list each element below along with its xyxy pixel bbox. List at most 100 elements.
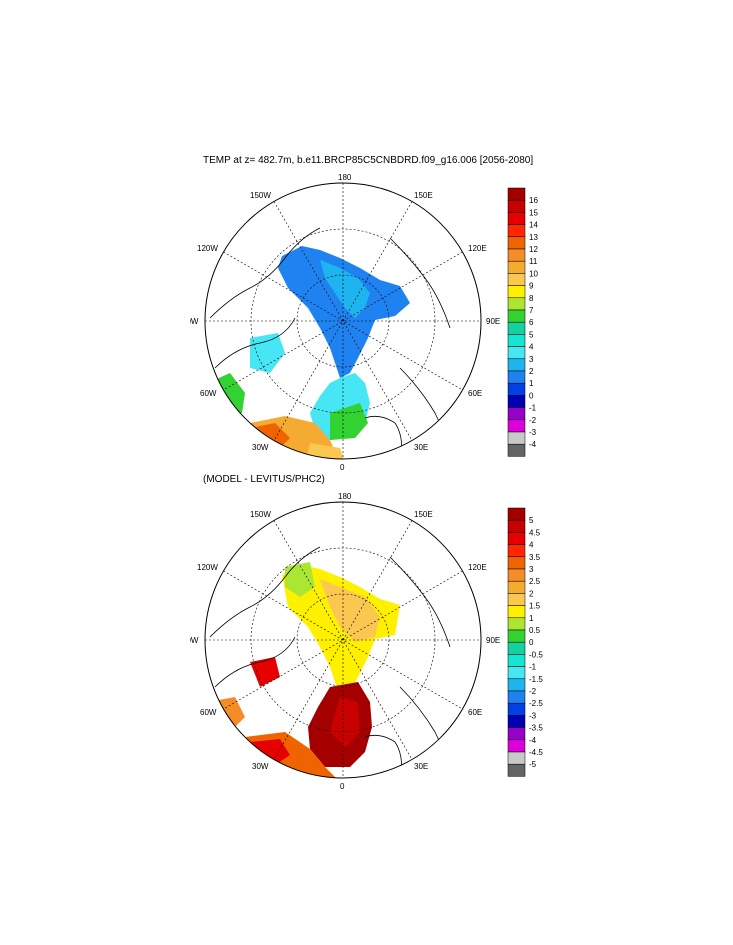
lon-label: 60E xyxy=(468,389,482,398)
colorbar-label: 16 xyxy=(529,196,538,205)
colorbar-swatch xyxy=(507,199,526,213)
colorbar-label: -1.5 xyxy=(529,675,543,684)
panel2-title: (MODEL - LEVITUS/PHC2) xyxy=(203,474,325,485)
colorbar-label: 1.5 xyxy=(529,602,541,611)
colorbar-swatch xyxy=(507,629,526,643)
colorbar-swatch xyxy=(507,395,526,408)
colorbar-label: 2 xyxy=(529,589,534,598)
colorbar-label: 10 xyxy=(529,269,538,278)
longitude-labels: 180 0 90W 90E 150W 120W 150E 120E 60W 30… xyxy=(190,492,500,791)
panel2-colorbar: 5 4.5 4 3.5 3 2.5 2 1.5 1 0.5 0 -0.5 -1 -1.5 -2 -2.5 -3 -… xyxy=(507,507,543,777)
colorbar-swatch xyxy=(507,593,526,606)
colorbar-swatch xyxy=(507,617,526,631)
colorbar-swatch xyxy=(507,260,526,274)
colorbar-swatch xyxy=(507,407,526,421)
colorbar-swatch xyxy=(507,654,526,667)
colorbar-label: -4.5 xyxy=(529,748,543,757)
colorbar-swatch xyxy=(507,443,526,457)
colorbar-label: 14 xyxy=(529,221,538,230)
colorbar-label: 4.5 xyxy=(529,528,541,537)
colorbar-label: 3 xyxy=(529,355,534,364)
colorbar-label: 4 xyxy=(529,343,534,352)
colorbar-label: 2 xyxy=(529,367,534,376)
colorbar-swatch xyxy=(507,224,526,238)
colorbar-label: -3.5 xyxy=(529,724,543,733)
colorbar-label: 3.5 xyxy=(529,553,541,562)
colorbar-label: 5 xyxy=(529,330,534,339)
colorbar-swatch xyxy=(507,187,526,201)
colorbar-label: -3 xyxy=(529,711,537,720)
colorbar-swatch xyxy=(507,690,526,704)
lon-label: 90E xyxy=(486,317,500,326)
colorbar-label: 0.5 xyxy=(529,626,541,635)
lon-label: 120W xyxy=(197,244,218,253)
lon-label: 60E xyxy=(468,708,482,717)
colorbar-label: -2 xyxy=(529,416,537,425)
colorbar-label: -1 xyxy=(529,404,537,413)
colorbar-swatch xyxy=(507,370,526,384)
colorbar-label: 15 xyxy=(529,208,538,217)
panel2-polar-map: 180 0 90W 90E 150W 120W 150E 120E 60W 30… xyxy=(190,492,500,791)
lon-label: 0 xyxy=(340,782,345,791)
colorbar-swatch xyxy=(507,419,526,433)
colorbar-label: -0.5 xyxy=(529,650,543,659)
colorbar-swatch xyxy=(507,309,526,323)
colorbar-swatch xyxy=(507,248,526,262)
colorbar-swatch xyxy=(507,358,526,372)
colorbar-label: 0 xyxy=(529,391,534,400)
colorbar-swatch xyxy=(507,666,526,680)
lon-label: 60W xyxy=(200,708,217,717)
colorbar-label: 9 xyxy=(529,282,534,291)
lon-label: 150W xyxy=(250,510,271,519)
colorbar-swatch xyxy=(507,519,526,533)
colorbar-label: 8 xyxy=(529,294,534,303)
colorbar-swatch xyxy=(507,605,526,619)
colorbar-label: 1 xyxy=(529,379,534,388)
lon-label: 150W xyxy=(250,191,271,200)
lon-label: 180 xyxy=(338,492,352,501)
colorbar-swatch xyxy=(507,431,526,445)
colorbar-swatch xyxy=(507,236,526,250)
graticule xyxy=(205,502,481,778)
lon-label: 90E xyxy=(486,636,500,645)
lon-label: 150E xyxy=(414,510,433,519)
colorbar-swatch xyxy=(507,334,526,347)
colorbar-swatch xyxy=(507,273,526,286)
colorbar-label: 1 xyxy=(529,614,534,623)
lon-label: 180 xyxy=(338,173,352,182)
panel1-title: TEMP at z= 482.7m, b.e11.BRCP85C5CNBDRD.… xyxy=(203,155,534,166)
colorbar-label: -2.5 xyxy=(529,699,543,708)
colorbar-label: -1 xyxy=(529,663,537,672)
lon-label: 30W xyxy=(252,762,269,771)
colorbar-swatch xyxy=(507,212,526,225)
colorbar-swatch xyxy=(507,763,526,777)
colorbar-label: -4 xyxy=(529,440,537,449)
lon-label: 150E xyxy=(414,191,433,200)
colorbar-swatch xyxy=(507,580,526,594)
lon-label: 120E xyxy=(468,244,487,253)
colorbar-swatch xyxy=(507,297,526,311)
colorbar-swatch xyxy=(507,532,526,545)
colorbar-swatch xyxy=(507,321,526,335)
colorbar-swatch xyxy=(507,285,526,299)
graticule xyxy=(205,183,481,459)
colorbar-swatch xyxy=(507,751,526,765)
colorbar-label: 6 xyxy=(529,318,534,327)
colorbar-label: 2.5 xyxy=(529,577,541,586)
colorbar-swatch xyxy=(507,678,526,692)
colorbar-label: -5 xyxy=(529,760,537,769)
colorbar-swatch xyxy=(507,727,526,741)
longitude-labels: 180 0 90W 90E 150W 120W 150E 120E 60W 30… xyxy=(190,173,500,472)
colorbar-label: 0 xyxy=(529,638,534,647)
colorbar-label: 5 xyxy=(529,516,534,525)
colorbar-label: -3 xyxy=(529,428,537,437)
colorbar-swatch xyxy=(507,568,526,582)
lon-label: 120E xyxy=(468,563,487,572)
lon-label: 0 xyxy=(340,463,345,472)
colorbar-swatch xyxy=(507,739,526,753)
lon-label: 60W xyxy=(200,389,217,398)
colorbar-swatch xyxy=(507,507,526,521)
colorbar-swatch xyxy=(507,556,526,570)
colorbar-swatch xyxy=(507,346,526,360)
